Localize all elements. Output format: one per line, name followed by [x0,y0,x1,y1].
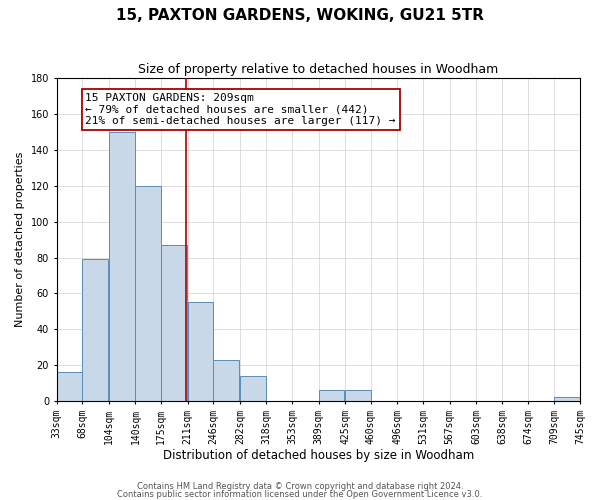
Bar [188,302,214,401]
Text: Contains HM Land Registry data © Crown copyright and database right 2024.: Contains HM Land Registry data © Crown c… [137,482,463,491]
Bar [109,132,135,401]
Bar [82,260,108,401]
Bar [554,398,580,401]
Bar [136,186,161,401]
Text: 15 PAXTON GARDENS: 209sqm
← 79% of detached houses are smaller (442)
21% of semi: 15 PAXTON GARDENS: 209sqm ← 79% of detac… [85,92,396,126]
Title: Size of property relative to detached houses in Woodham: Size of property relative to detached ho… [138,62,499,76]
X-axis label: Distribution of detached houses by size in Woodham: Distribution of detached houses by size … [163,450,474,462]
Text: 15, PAXTON GARDENS, WOKING, GU21 5TR: 15, PAXTON GARDENS, WOKING, GU21 5TR [116,8,484,22]
Y-axis label: Number of detached properties: Number of detached properties [15,152,25,327]
Bar [214,360,239,401]
Bar [240,376,266,401]
Bar [56,372,82,401]
Bar [319,390,344,401]
Bar [161,245,187,401]
Bar [345,390,371,401]
Text: Contains public sector information licensed under the Open Government Licence v3: Contains public sector information licen… [118,490,482,499]
